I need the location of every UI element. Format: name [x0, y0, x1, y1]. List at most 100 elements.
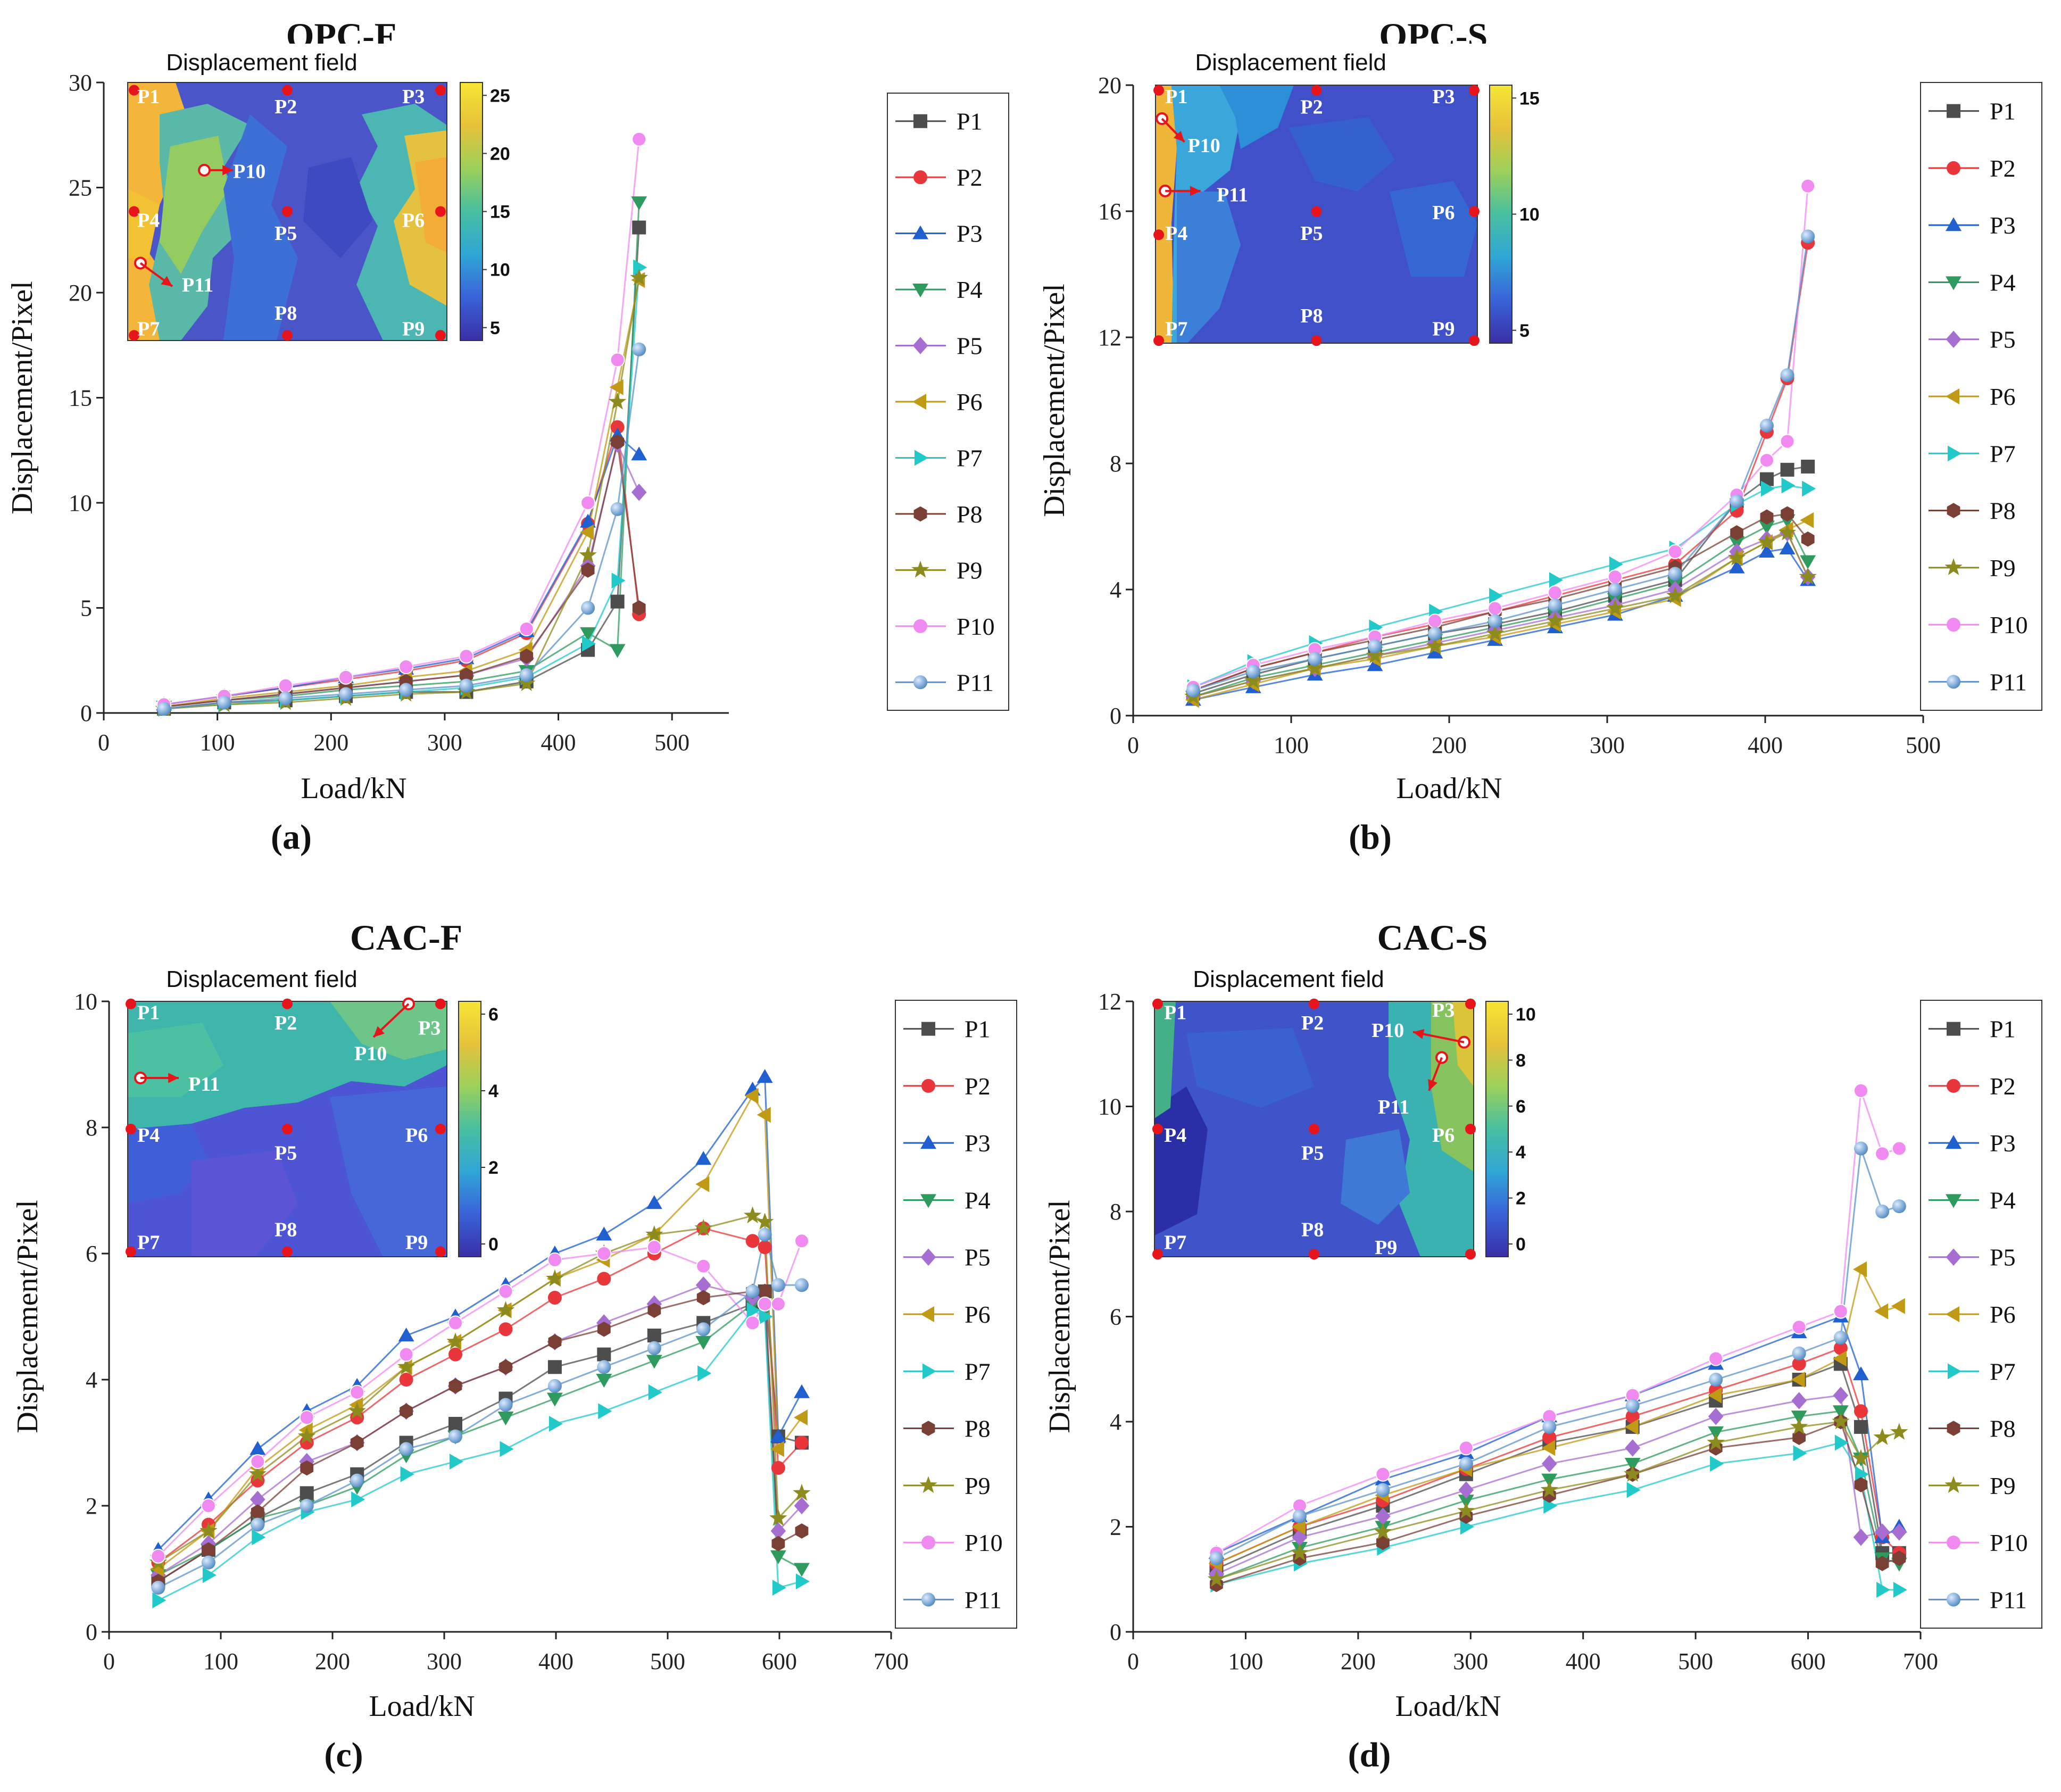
data-point-p11	[1801, 229, 1815, 244]
data-point-p7	[697, 1365, 712, 1382]
inset-point-p8	[282, 330, 293, 341]
x-axis-label: Load/kN	[369, 1690, 475, 1723]
data-point-p9	[756, 1213, 774, 1230]
inset-point-p1	[126, 998, 136, 1009]
legend: P1 P2 P3 P4 P5 P6 P7 P8 P9 P10 P11	[887, 93, 1009, 711]
data-point-p7	[1760, 480, 1775, 497]
chart-title: CAC-F	[350, 917, 463, 958]
y-tick-label: 12	[1098, 325, 1121, 351]
data-point-p8	[1730, 525, 1743, 541]
inset-point-label: P1	[1165, 86, 1187, 108]
inset-point-label: P8	[275, 302, 297, 325]
field-region	[1177, 192, 1241, 343]
data-point-p9	[630, 268, 648, 286]
data-point-p2	[1542, 1430, 1557, 1445]
x-tick-label: 200	[313, 729, 348, 756]
inset-point-label: P2	[1301, 1012, 1324, 1034]
inset-point-label: P9	[1432, 318, 1455, 340]
x-tick-label: 700	[1903, 1648, 1938, 1674]
data-point-p10	[1759, 453, 1774, 468]
data-point-p3	[757, 1069, 773, 1083]
data-point-p8	[771, 1536, 785, 1552]
colorbar	[1485, 1001, 1509, 1257]
legend-marker	[919, 1476, 937, 1493]
inset-displacement-field: Displacement field 25 20 15 10 5 P1 P2 P3 P4 P5 P6 P…	[123, 44, 525, 360]
data-point-p9	[1244, 671, 1262, 688]
data-point-p3	[1759, 543, 1775, 558]
legend-marker	[1947, 1536, 1960, 1550]
data-point-p3	[580, 513, 596, 528]
data-point-p11	[1488, 614, 1502, 628]
legend-label: P4	[1990, 269, 2016, 296]
inset-point-label: P1	[1164, 1002, 1186, 1024]
inset-point-label: P9	[402, 318, 425, 340]
data-point-p10	[770, 1296, 786, 1312]
inset-point-p6	[1465, 1124, 1476, 1134]
legend-label: P11	[1990, 668, 2027, 695]
inset-point-p3	[1465, 998, 1476, 1009]
data-point-p9	[1540, 1480, 1558, 1498]
y-tick-label: 4	[86, 1367, 97, 1393]
data-point-p11	[201, 1555, 215, 1570]
data-point-p10	[448, 1315, 463, 1331]
legend-marker	[913, 675, 927, 690]
data-point-p8	[520, 649, 534, 664]
data-point-p7	[1793, 1445, 1807, 1462]
data-point-p9	[1799, 567, 1817, 585]
legend-label: P4	[965, 1187, 991, 1214]
data-point-p11	[1875, 1205, 1890, 1218]
x-axis-label: Load/kN	[1396, 772, 1502, 805]
data-point-p7	[1489, 587, 1503, 604]
x-tick-label: 500	[1906, 732, 1941, 758]
inset-point-label: P6	[402, 210, 425, 232]
field-region	[1154, 1001, 1176, 1118]
data-point-p7	[759, 1308, 773, 1325]
x-tick-label: 300	[1590, 732, 1625, 758]
legend-marker	[1947, 1421, 1960, 1436]
colorbar-tick-label: 5	[490, 318, 500, 338]
data-point-p2	[1854, 1404, 1868, 1418]
data-point-p11	[251, 1517, 265, 1532]
data-point-p5	[1541, 1455, 1557, 1473]
inset-arrow-head	[161, 276, 172, 287]
data-point-p10	[1375, 1466, 1391, 1482]
data-point-p4	[1791, 1411, 1807, 1425]
inset-point-p9	[1468, 335, 1480, 346]
data-point-p10	[757, 1296, 772, 1312]
data-point-p11	[632, 342, 646, 356]
series-line-p10	[157, 1240, 803, 1557]
legend-marker	[1947, 1592, 1960, 1607]
legend-marker	[921, 1421, 935, 1436]
data-point-p5	[1891, 1523, 1907, 1541]
field-region	[1156, 85, 1177, 343]
data-point-p6	[744, 1088, 759, 1104]
x-tick-label: 200	[1432, 732, 1467, 758]
colorbar-tick-label: 15	[490, 202, 510, 222]
field-region	[1341, 1129, 1410, 1225]
legend-marker	[912, 337, 928, 354]
legend-label: P7	[957, 444, 983, 471]
data-point-p8	[758, 1283, 772, 1299]
series-line-p4	[164, 202, 640, 708]
legend-label: P7	[1990, 1358, 2016, 1385]
data-point-p2	[771, 1461, 785, 1475]
inset-point-p7	[1152, 1249, 1163, 1260]
data-point-p7	[1802, 480, 1816, 497]
data-point-p8	[632, 600, 646, 616]
legend-marker	[921, 1536, 935, 1550]
data-point-p9	[1291, 1544, 1309, 1561]
data-point-p3	[398, 1328, 414, 1342]
legend-label: P10	[965, 1529, 1003, 1556]
legend-label: P10	[957, 613, 995, 640]
data-point-p11	[1625, 1399, 1640, 1413]
inset-point-label: P11	[1378, 1096, 1409, 1118]
inset-point-label: P4	[1165, 222, 1187, 245]
y-tick-label: 10	[1098, 1094, 1121, 1120]
field-region	[128, 189, 160, 258]
data-point-p7	[549, 1416, 563, 1432]
data-point-p10	[1547, 585, 1563, 600]
data-point-p9	[769, 1509, 787, 1526]
series-line-p11	[1216, 1148, 1900, 1559]
panel-label: (c)	[324, 1736, 363, 1774]
